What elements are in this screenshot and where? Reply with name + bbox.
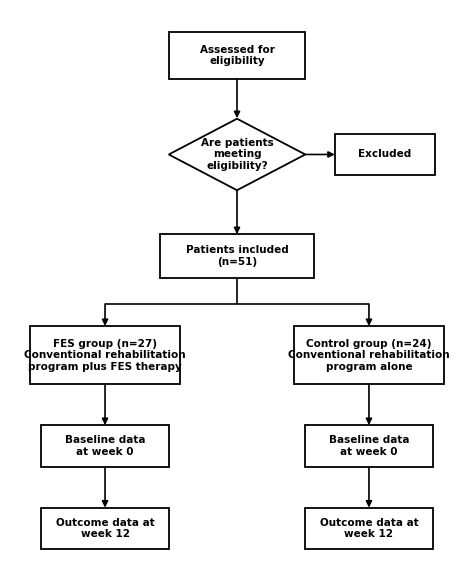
Text: Patients included
(n=51): Patients included (n=51): [186, 245, 288, 267]
FancyBboxPatch shape: [41, 425, 169, 466]
Polygon shape: [169, 119, 305, 190]
FancyBboxPatch shape: [30, 327, 180, 384]
Text: Baseline data
at week 0: Baseline data at week 0: [328, 435, 409, 457]
FancyBboxPatch shape: [335, 134, 435, 175]
FancyBboxPatch shape: [305, 425, 433, 466]
FancyBboxPatch shape: [160, 234, 314, 278]
Text: Are patients
meeting
eligibility?: Are patients meeting eligibility?: [201, 138, 273, 171]
Text: Excluded: Excluded: [358, 150, 411, 159]
Text: Outcome data at
week 12: Outcome data at week 12: [55, 518, 155, 539]
Text: Outcome data at
week 12: Outcome data at week 12: [319, 518, 419, 539]
Text: Baseline data
at week 0: Baseline data at week 0: [65, 435, 146, 457]
FancyBboxPatch shape: [169, 32, 305, 79]
FancyBboxPatch shape: [41, 508, 169, 549]
Text: FES group (n=27)
Conventional rehabilitation
program plus FES therapy: FES group (n=27) Conventional rehabilita…: [24, 339, 186, 372]
FancyBboxPatch shape: [305, 508, 433, 549]
Text: Assessed for
eligibility: Assessed for eligibility: [200, 45, 274, 66]
FancyBboxPatch shape: [294, 327, 444, 384]
Text: Control group (n=24)
Conventional rehabilitation
program alone: Control group (n=24) Conventional rehabi…: [288, 339, 450, 372]
